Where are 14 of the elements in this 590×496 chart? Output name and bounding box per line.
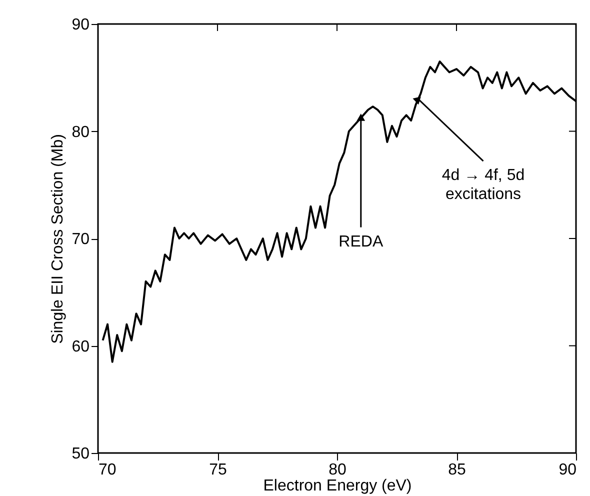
x-tick-label: 80 [328, 462, 346, 478]
annotation: REDA [338, 233, 384, 250]
y-tick-label: 80 [72, 124, 90, 141]
x-axis-title: Electron Energy (eV) [263, 478, 412, 494]
x-tick-label: 90 [558, 462, 577, 478]
x-tick-label: 75 [209, 462, 227, 478]
y-tick-label: 70 [72, 231, 90, 248]
x-tick-label: 70 [98, 462, 116, 478]
annotation: 4d → 4f, 5d excitations [442, 167, 525, 204]
y-axis-title: Single EII Cross Section (Mb) [50, 134, 67, 344]
y-tick-label: 90 [72, 16, 90, 34]
y-tick-label: 50 [72, 446, 90, 462]
y-tick-label: 60 [72, 338, 90, 356]
x-tick-label: 85 [448, 462, 466, 478]
